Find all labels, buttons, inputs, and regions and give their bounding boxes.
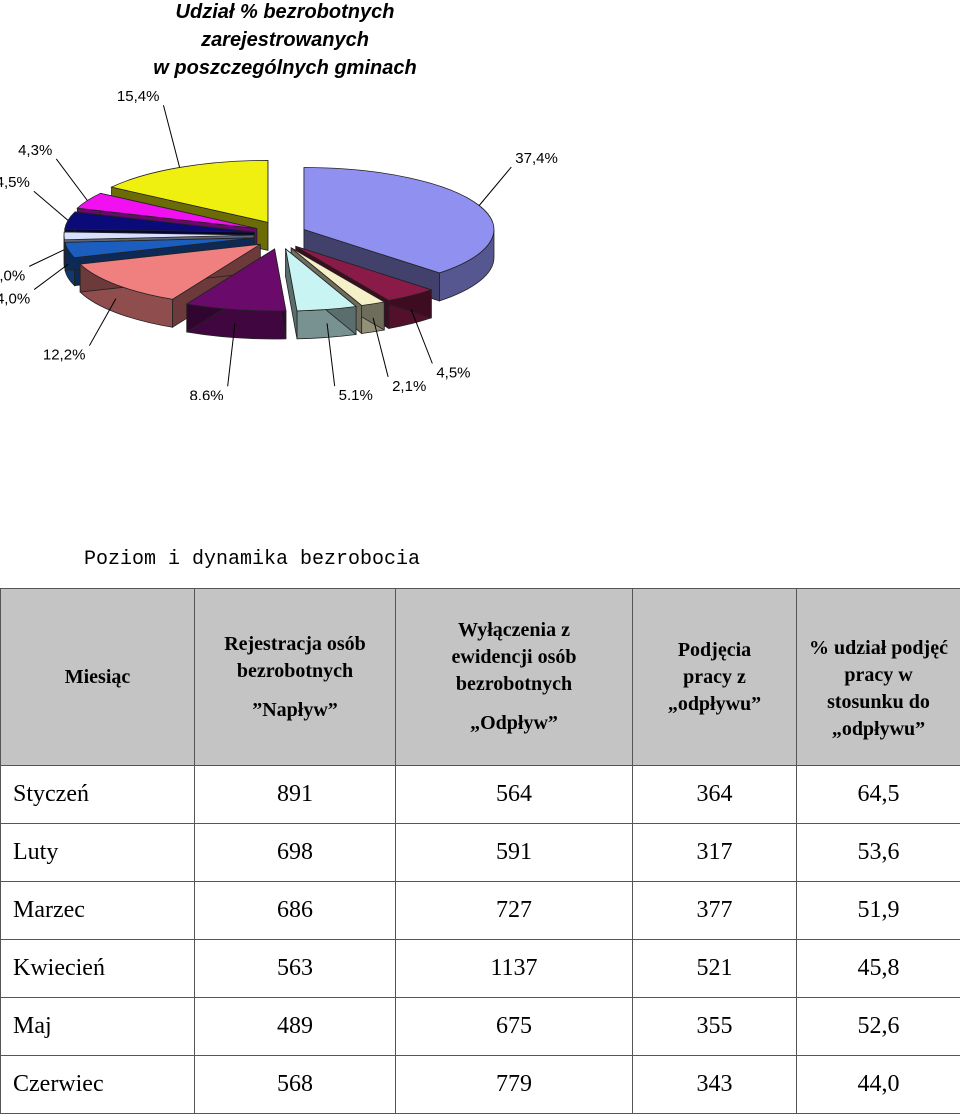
chart-title-line-3: w poszczególnych gminach bbox=[153, 57, 417, 79]
cell-share: 45,8 bbox=[796, 939, 960, 998]
table-row: Czerwiec 568 779 343 44,0 bbox=[0, 1055, 960, 1114]
cell-outflow: 727 bbox=[395, 881, 633, 940]
cell-month: Styczeń bbox=[0, 765, 195, 824]
slice-label: 4,5% bbox=[436, 365, 470, 382]
header-jobs-label: Podjęcia pracy z „odpływu” bbox=[667, 638, 762, 715]
cell-jobs: 364 bbox=[632, 765, 797, 824]
header-jobs: Podjęcia pracy z „odpływu” bbox=[632, 588, 797, 766]
cell-month: Maj bbox=[0, 997, 195, 1056]
pie-svg: 37,4% 4,5% 2,1% 5,1% 8,6% 12,2% 4,0% 2,0% 4,5% 4,… bbox=[0, 88, 558, 400]
slice-label: 2,0% bbox=[0, 267, 25, 284]
header-share-label: % udział podjęć pracy w stosunku do „odp… bbox=[809, 637, 948, 740]
slice-leader-line bbox=[227, 323, 236, 387]
cell-month: Czerwiec bbox=[0, 1055, 195, 1114]
cell-inflow: 891 bbox=[194, 765, 396, 824]
slice-label: 12,2% bbox=[43, 347, 86, 364]
unemployment-table: Miesiąc Rejestracja osób bezrobotnych ”N… bbox=[0, 588, 960, 1114]
slice-leader-line bbox=[410, 309, 433, 364]
header-inflow-label: Rejestracja osób bezrobotnych bbox=[224, 632, 366, 682]
cell-inflow: 686 bbox=[194, 881, 396, 940]
cell-inflow: 568 bbox=[194, 1055, 396, 1114]
table-row: Luty 698 591 317 53,6 bbox=[0, 823, 960, 882]
cell-share: 64,5 bbox=[796, 765, 960, 824]
cell-inflow: 698 bbox=[194, 823, 396, 882]
cell-outflow: 779 bbox=[395, 1055, 633, 1114]
slice-label: 8,6% bbox=[189, 387, 223, 400]
header-month: Miesiąc bbox=[0, 588, 195, 766]
slice-leader-line bbox=[88, 298, 117, 346]
slice-leader-line bbox=[33, 190, 69, 221]
table-header-row: Miesiąc Rejestracja osób bezrobotnych ”N… bbox=[0, 588, 960, 766]
cell-month: Luty bbox=[0, 823, 195, 882]
slice-leader-line bbox=[29, 249, 65, 267]
cell-jobs: 343 bbox=[632, 1055, 797, 1114]
pie-slice bbox=[285, 247, 358, 340]
pie-chart: Udział % bezrobotnych zarejestrowanych w… bbox=[0, 0, 560, 400]
slice-label: 2,1% bbox=[392, 378, 426, 395]
cell-outflow: 564 bbox=[395, 765, 633, 824]
cell-share: 44,0 bbox=[796, 1055, 960, 1114]
cell-outflow: 1137 bbox=[395, 939, 633, 998]
table-row: Kwiecień 563 1137 521 45,8 bbox=[0, 939, 960, 998]
cell-jobs: 355 bbox=[632, 997, 797, 1056]
cell-inflow: 563 bbox=[194, 939, 396, 998]
slice-leader-line bbox=[326, 323, 336, 387]
slice-leader-line bbox=[55, 158, 88, 201]
cell-month: Marzec bbox=[0, 881, 195, 940]
header-outflow-sublabel: „Odpływ” bbox=[470, 712, 558, 734]
pie-slice bbox=[185, 248, 287, 340]
slice-label: 4,3% bbox=[18, 142, 52, 159]
slice-leader-line bbox=[162, 105, 181, 168]
cell-jobs: 317 bbox=[632, 823, 797, 882]
cell-share: 53,6 bbox=[796, 823, 960, 882]
slice-label: 15,4% bbox=[117, 88, 160, 105]
cell-share: 52,6 bbox=[796, 997, 960, 1056]
table-row: Styczeń 891 564 364 64,5 bbox=[0, 765, 960, 824]
header-share: % udział podjęć pracy w stosunku do „odp… bbox=[796, 588, 960, 766]
slice-leader-line bbox=[33, 263, 69, 290]
chart-title-line-2: zarejestrowanych bbox=[201, 29, 369, 51]
cell-month: Kwiecień bbox=[0, 939, 195, 998]
cell-jobs: 521 bbox=[632, 939, 797, 998]
slice-label: 5,1% bbox=[339, 387, 373, 400]
cell-jobs: 377 bbox=[632, 881, 797, 940]
slice-label: 4,0% bbox=[0, 291, 30, 308]
chart-title-line-1: Udział % bezrobotnych bbox=[175, 1, 395, 23]
table-row: Marzec 686 727 377 51,9 bbox=[0, 881, 960, 940]
table-row: Maj 489 675 355 52,6 bbox=[0, 997, 960, 1056]
slice-label: 4,5% bbox=[0, 174, 30, 191]
slice-label: 37,4% bbox=[515, 150, 558, 167]
section-title: Poziom i dynamika bezrobocia bbox=[84, 548, 421, 571]
cell-outflow: 591 bbox=[395, 823, 633, 882]
cell-outflow: 675 bbox=[395, 997, 633, 1056]
header-outflow: Wyłączenia z ewidencji osób bezrobotnych… bbox=[395, 588, 633, 766]
header-outflow-label: Wyłączenia z ewidencji osób bezrobotnych bbox=[451, 619, 577, 695]
slice-leader-line bbox=[372, 317, 389, 378]
header-inflow-sublabel: ”Napływ” bbox=[252, 698, 338, 721]
header-inflow: Rejestracja osób bezrobotnych ”Napływ” bbox=[194, 588, 396, 766]
cell-inflow: 489 bbox=[194, 997, 396, 1056]
cell-share: 51,9 bbox=[796, 881, 960, 940]
slice-leader-line bbox=[478, 166, 512, 206]
